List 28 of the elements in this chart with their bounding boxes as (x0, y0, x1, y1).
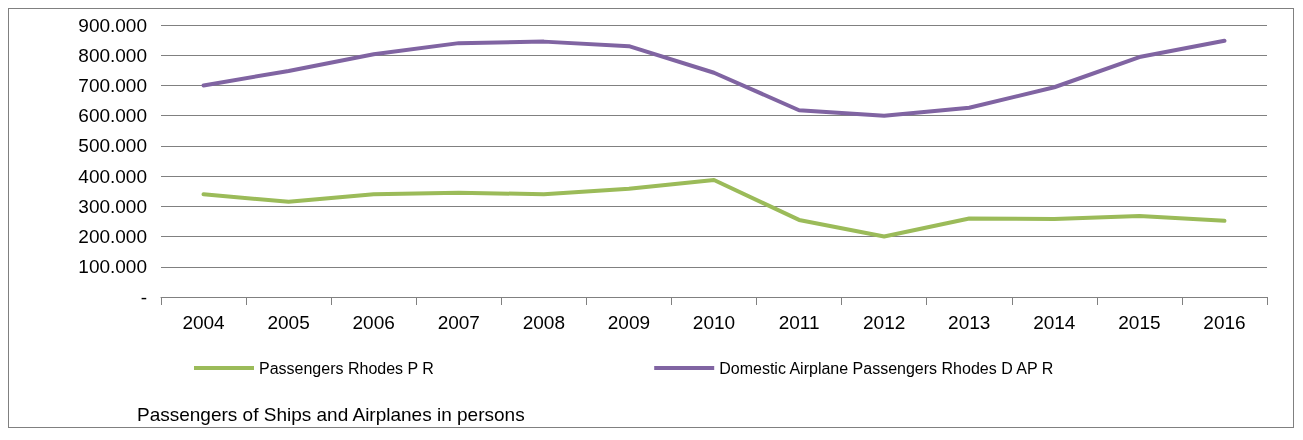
y-tick-label: 300.000 (78, 195, 147, 217)
x-tick-label: 2015 (1118, 312, 1161, 333)
x-tick-label: 2011 (778, 312, 820, 333)
x-tick-label: 2009 (607, 312, 651, 333)
y-tick-label: 500.000 (78, 135, 147, 157)
y-tick-label: 200.000 (78, 226, 147, 248)
legend-label: Domestic Airplane Passengers Rhodes D AP R (719, 359, 1054, 377)
y-tick-label: 600.000 (78, 105, 147, 127)
x-tick-label: 2013 (948, 312, 991, 333)
y-tick-label: 800.000 (78, 44, 147, 66)
x-tick-label: 2004 (182, 312, 226, 333)
text: Passengers of Ships and Airplanes in persons (137, 404, 525, 425)
line-series (201, 178, 1227, 239)
x-tick-label: 2007 (437, 312, 480, 333)
legend-label: Passengers Rhodes P R (259, 359, 434, 377)
x-tick-label: 2012 (863, 312, 906, 333)
y-tick-label: - (140, 286, 147, 308)
x-tick-label: 2016 (1203, 312, 1246, 333)
x-tick-label: 2006 (352, 312, 395, 333)
y-tick-label: 400.000 (78, 165, 147, 187)
x-tick-label: 2014 (1033, 312, 1076, 333)
y-tick-label: 700.000 (78, 74, 147, 96)
x-tick-label: 2005 (267, 312, 310, 333)
x-tick-label: 2008 (522, 312, 565, 333)
x-tick-label: 2010 (692, 312, 736, 333)
y-tick-label: 900.000 (78, 14, 147, 36)
line-series (201, 38, 1227, 118)
y-tick-label: 100.000 (78, 256, 147, 278)
